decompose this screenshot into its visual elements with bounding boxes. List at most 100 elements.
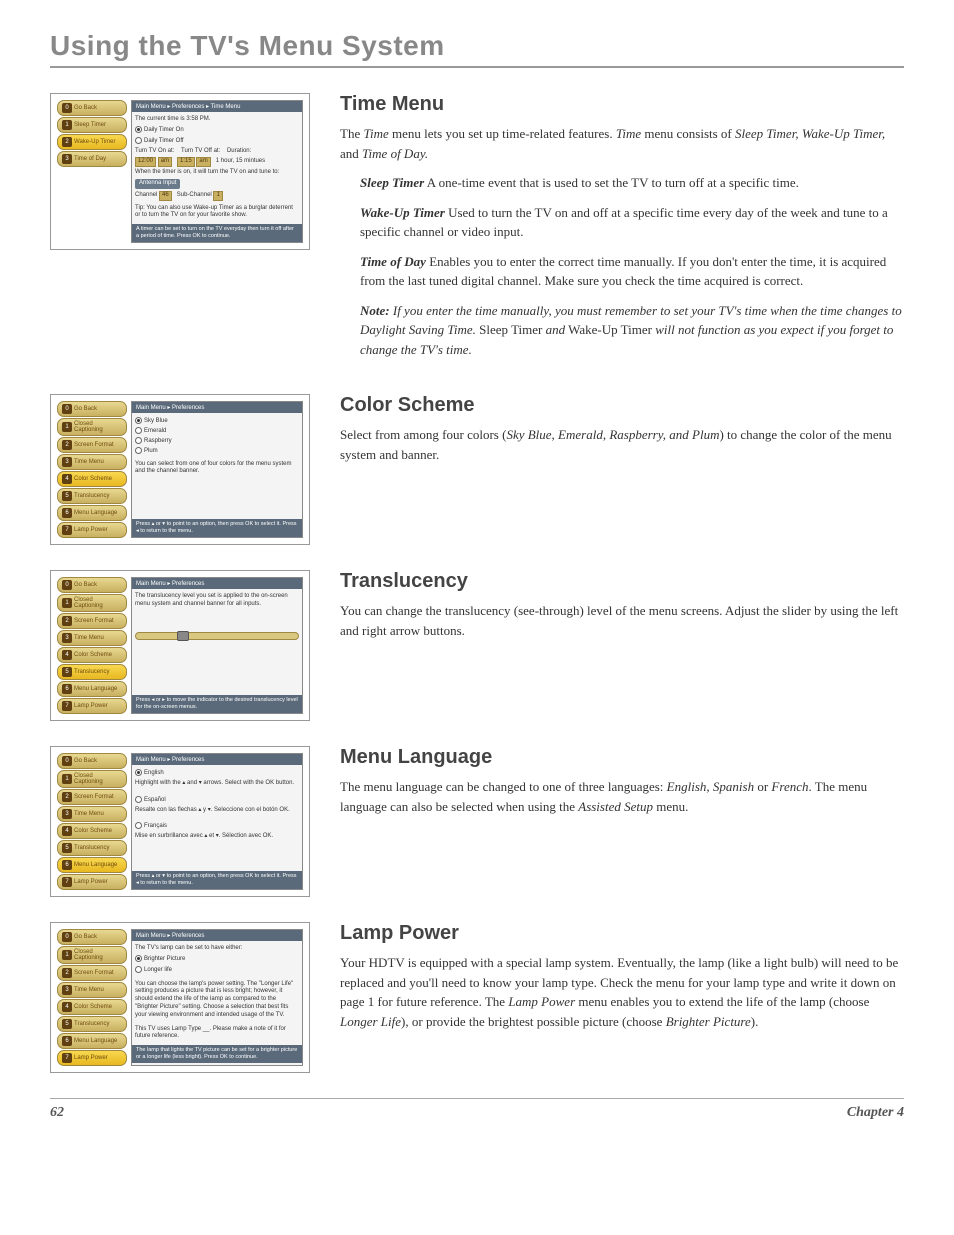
section-trans: 0Go Back1Closed Captioning2Screen Format… bbox=[50, 570, 904, 721]
screenshot-time: 0Go Back1Sleep Timer2Wake-Up Timer3Time … bbox=[50, 93, 310, 250]
lamp-intro: The TV's lamp can be set to have either: bbox=[135, 945, 299, 953]
sidebar-item[interactable]: 3Time Menu bbox=[57, 454, 127, 470]
sidebar-item[interactable]: 2Screen Format bbox=[57, 965, 127, 981]
sidebar-item[interactable]: 4Color Scheme bbox=[57, 647, 127, 663]
section-lamp: 0Go Back1Closed Captioning2Screen Format… bbox=[50, 922, 904, 1073]
sidebar-item[interactable]: 1Closed Captioning bbox=[57, 594, 127, 612]
timer-values[interactable]: 12:00 am 1:15 am 1 hour, 15 mintues bbox=[135, 157, 299, 167]
radio-timer-off[interactable]: Daily Timer Off bbox=[135, 137, 299, 146]
sidebar-item[interactable]: 5Translucency bbox=[57, 1016, 127, 1032]
breadcrumb: Main Menu ▸ Preferences ▸ Time Menu bbox=[132, 101, 302, 112]
breadcrumb: Main Menu ▸ Preferences bbox=[132, 578, 302, 589]
sidebar-item[interactable]: 7Lamp Power bbox=[57, 698, 127, 714]
sleep-timer-def: Sleep Timer A one-time event that is use… bbox=[340, 173, 904, 193]
radio-brighter[interactable]: Brighter Picture bbox=[135, 955, 299, 964]
heading-trans: Translucency bbox=[340, 570, 904, 593]
time-intro: The Time menu lets you set up time-relat… bbox=[340, 124, 904, 163]
heading-time: Time Menu bbox=[340, 93, 904, 116]
breadcrumb: Main Menu ▸ Preferences bbox=[132, 930, 302, 941]
sidebar-item[interactable]: 7Lamp Power bbox=[57, 874, 127, 890]
time-of-day-def: Time of Day Enables you to enter the cor… bbox=[340, 252, 904, 291]
hint-bar: Press ◂ or ▸ to move the indicator to th… bbox=[132, 695, 302, 713]
hint-bar: Press ▴ or ▾ to point to an option, then… bbox=[132, 519, 302, 537]
breadcrumb: Main Menu ▸ Preferences bbox=[132, 402, 302, 413]
sidebar-item[interactable]: 6Menu Language bbox=[57, 505, 127, 521]
screenshot-color: 0Go Back1Closed Captioning2Screen Format… bbox=[50, 394, 310, 545]
radio-color-option[interactable]: Sky Blue bbox=[135, 417, 299, 426]
sidebar-item[interactable]: 2Screen Format bbox=[57, 789, 127, 805]
sidebar-item[interactable]: 7Lamp Power bbox=[57, 522, 127, 538]
sidebar-item[interactable]: 5Translucency bbox=[57, 840, 127, 856]
screenshot-trans: 0Go Back1Closed Captioning2Screen Format… bbox=[50, 570, 310, 721]
sidebar-item[interactable]: 5Translucency bbox=[57, 488, 127, 504]
sidebar-item[interactable]: 7Lamp Power bbox=[57, 1050, 127, 1066]
radio-spanish[interactable]: Español bbox=[135, 796, 299, 805]
sidebar-item[interactable]: 0Go Back bbox=[57, 401, 127, 417]
section-lang: 0Go Back1Closed Captioning2Screen Format… bbox=[50, 746, 904, 897]
channel-row[interactable]: Channel 46 Sub-Channel 1 bbox=[135, 191, 299, 201]
lamp-type-note: This TV uses Lamp Type __. Please make a… bbox=[135, 1026, 299, 1042]
sidebar-item[interactable]: 0Go Back bbox=[57, 100, 127, 116]
section-time: 0Go Back1Sleep Timer2Wake-Up Timer3Time … bbox=[50, 93, 904, 369]
translucency-slider[interactable] bbox=[135, 632, 299, 640]
english-desc: Highlight with the ▴ and ▾ arrows. Selec… bbox=[135, 780, 299, 788]
trans-text: You can change the translucency (see-thr… bbox=[340, 601, 904, 640]
spanish-desc: Resalte con las flechas ▴ y ▾. Seleccion… bbox=[135, 807, 299, 815]
sidebar-item[interactable]: 4Color Scheme bbox=[57, 471, 127, 487]
radio-color-option[interactable]: Plum bbox=[135, 447, 299, 456]
tip-text: Tip: You can also use Wake-up Timer as a… bbox=[135, 205, 299, 221]
breadcrumb: Main Menu ▸ Preferences bbox=[132, 754, 302, 765]
sidebar-item[interactable]: 0Go Back bbox=[57, 929, 127, 945]
sidebar-item[interactable]: 3Time Menu bbox=[57, 630, 127, 646]
color-desc: You can select from one of four colors f… bbox=[135, 461, 299, 477]
sidebar-item[interactable]: 1Closed Captioning bbox=[57, 770, 127, 788]
sidebar-item[interactable]: 5Translucency bbox=[57, 664, 127, 680]
heading-lang: Menu Language bbox=[340, 746, 904, 769]
chapter-label: Chapter 4 bbox=[847, 1105, 904, 1121]
wakeup-timer-def: Wake-Up Timer Used to turn the TV on and… bbox=[340, 203, 904, 242]
section-color: 0Go Back1Closed Captioning2Screen Format… bbox=[50, 394, 904, 545]
sidebar-item[interactable]: 2Screen Format bbox=[57, 437, 127, 453]
screenshot-lang: 0Go Back1Closed Captioning2Screen Format… bbox=[50, 746, 310, 897]
sidebar-item[interactable]: 4Color Scheme bbox=[57, 823, 127, 839]
sidebar-item[interactable]: 1Sleep Timer bbox=[57, 117, 127, 133]
radio-french[interactable]: Français bbox=[135, 822, 299, 831]
sidebar-item[interactable]: 3Time of Day bbox=[57, 151, 127, 167]
screenshot-lamp: 0Go Back1Closed Captioning2Screen Format… bbox=[50, 922, 310, 1073]
when-note: When the timer is on, it will turn the T… bbox=[135, 169, 299, 177]
french-desc: Mise en surbrillance avec ▴ et ▾. Sélect… bbox=[135, 833, 299, 841]
trans-desc: The translucency level you set is applie… bbox=[135, 593, 299, 609]
radio-english[interactable]: English bbox=[135, 769, 299, 778]
radio-timer-on[interactable]: Daily Timer On bbox=[135, 126, 299, 135]
sidebar-item[interactable]: 6Menu Language bbox=[57, 857, 127, 873]
current-time: The current time is 3:58 PM. bbox=[135, 116, 299, 124]
hint-bar: Press ▴ or ▾ to point to an option, then… bbox=[132, 871, 302, 889]
lang-text: The menu language can be changed to one … bbox=[340, 777, 904, 816]
sidebar-item[interactable]: 6Menu Language bbox=[57, 681, 127, 697]
lamp-desc: You can choose the lamp's power setting.… bbox=[135, 981, 299, 1020]
sidebar-item[interactable]: 4Color Scheme bbox=[57, 999, 127, 1015]
sidebar-item[interactable]: 3Time Menu bbox=[57, 982, 127, 998]
timer-labels: Turn TV On at: Turn TV Off at: Duration: bbox=[135, 148, 299, 156]
sidebar-item[interactable]: 1Closed Captioning bbox=[57, 418, 127, 436]
sidebar-item[interactable]: 6Menu Language bbox=[57, 1033, 127, 1049]
lamp-text: Your HDTV is equipped with a special lam… bbox=[340, 953, 904, 1031]
sidebar-item[interactable]: 1Closed Captioning bbox=[57, 946, 127, 964]
color-text: Select from among four colors (Sky Blue,… bbox=[340, 425, 904, 464]
radio-color-option[interactable]: Raspberry bbox=[135, 437, 299, 446]
time-note: Note: If you enter the time manually, yo… bbox=[340, 301, 904, 360]
radio-longer[interactable]: Longer life bbox=[135, 966, 299, 975]
antenna-input-button[interactable]: Antenna Input bbox=[135, 179, 180, 189]
heading-color: Color Scheme bbox=[340, 394, 904, 417]
heading-lamp: Lamp Power bbox=[340, 922, 904, 945]
radio-color-option[interactable]: Emerald bbox=[135, 427, 299, 436]
sidebar-item[interactable]: 0Go Back bbox=[57, 577, 127, 593]
sidebar-item[interactable]: 0Go Back bbox=[57, 753, 127, 769]
sidebar-item[interactable]: 2Screen Format bbox=[57, 613, 127, 629]
hint-bar: The lamp that lights the TV picture can … bbox=[132, 1045, 302, 1063]
sidebar-item[interactable]: 3Time Menu bbox=[57, 806, 127, 822]
hint-bar: A timer can be set to turn on the TV eve… bbox=[132, 224, 302, 242]
page-footer: 62 Chapter 4 bbox=[50, 1098, 904, 1121]
page-number: 62 bbox=[50, 1105, 64, 1121]
sidebar-item[interactable]: 2Wake-Up Timer bbox=[57, 134, 127, 150]
